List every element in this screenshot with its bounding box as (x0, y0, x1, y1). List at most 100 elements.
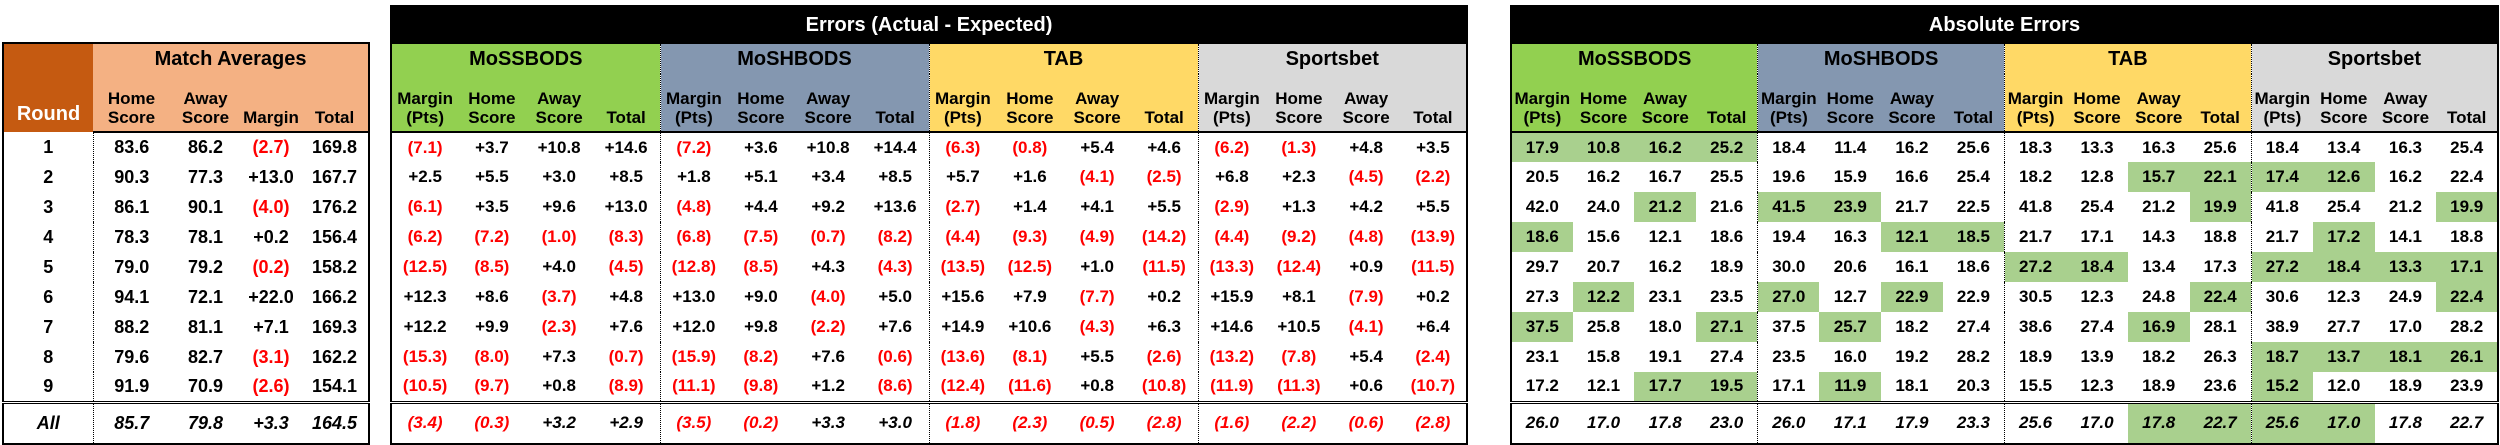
value-cell: 42.0 (1525, 197, 1559, 216)
value-cell: 23.9 (1819, 192, 1882, 222)
value-cell: 20.5 (1525, 167, 1559, 186)
value-cell: 22.4 (2189, 282, 2252, 312)
value-cell: +10.6 (1008, 317, 1052, 336)
value-cell: 17.0 (2388, 317, 2423, 336)
column-header: Margin (Pts) (1197, 74, 1266, 133)
value-cell: +14.9 (928, 312, 997, 342)
value-cell: 169.3 (312, 316, 358, 337)
absolute-errors-section: Absolute Errors MoSSBODS MoSHBODS TAB Sports… (1510, 5, 2499, 445)
value-cell: 15.8 (1586, 347, 1621, 366)
value-cell: 16.3 (2388, 137, 2423, 157)
value-cell: 12.2 (1572, 282, 1635, 312)
value-cell: (8.5) (743, 257, 779, 276)
table-row: 5 79.0 79.2 (0.2) 158.2 (3, 252, 369, 282)
value-cell: 19.5 (1696, 372, 1758, 402)
value-cell: 23.0 (1696, 400, 1758, 444)
value-cell: (4.8) (659, 192, 728, 222)
value-cell: +0.2 (1416, 287, 1450, 306)
column-header: Total (2189, 74, 2252, 133)
value-cell: (11.6) (1008, 376, 1052, 396)
table-row: 18.6 15.6 12.1 18.6 19.4 16.3 12.1 18.5 21.7 17.1… (1511, 222, 2498, 252)
value-cell: (8.2) (743, 347, 779, 366)
column-header: Home Score (1265, 74, 1333, 133)
value-cell: +0.6 (1349, 376, 1383, 396)
value-cell: 26.1 (2436, 342, 2498, 372)
value-cell: (0.8) (1012, 137, 1048, 157)
value-cell: +15.6 (928, 282, 997, 312)
value-cell: 13.3 (2080, 137, 2114, 157)
value-cell: 17.8 (2374, 400, 2437, 444)
value-cell: +3.3 (794, 400, 862, 444)
value-cell: 17.2 (1525, 376, 1559, 396)
value-cell: 18.5 (1942, 222, 2005, 252)
value-cell: +12.0 (659, 312, 728, 342)
value-cell: 16.3 (2142, 137, 2176, 157)
value-cell: 164.5 (301, 400, 370, 444)
table-row: 2 90.3 77.3 +13.0 167.7 (3, 162, 369, 192)
value-cell: 18.9 (2142, 376, 2176, 396)
value-cell: (8.3) (608, 227, 644, 246)
value-cell: 14.3 (2142, 227, 2176, 246)
group-header-mossbods: MoSSBODS (1511, 43, 1758, 74)
value-cell: 23.3 (1942, 400, 2005, 444)
round-cell: 8 (3, 342, 94, 372)
all-row: 26.0 17.0 17.8 23.0 26.0 17.1 17.9 23.3 25.6 17.0… (1511, 400, 2498, 444)
value-cell: 25.5 (1710, 167, 1744, 186)
value-cell: 156.4 (312, 226, 358, 247)
round-cell: 1 (3, 132, 94, 162)
value-cell: 154.1 (312, 375, 358, 396)
value-cell: 12.1 (1881, 222, 1943, 252)
table-row: 9 91.9 70.9 (2.6) 154.1 (3, 372, 369, 402)
value-cell: 25.4 (2450, 137, 2484, 157)
value-cell: +8.6 (475, 287, 509, 306)
value-cell: 176.2 (312, 196, 358, 217)
match-averages-table: Round Match Averages Home Score Away Score Mar… (2, 42, 371, 445)
value-cell: +7.9 (1013, 287, 1047, 306)
value-cell: 41.8 (2250, 192, 2313, 222)
column-header: Away Score (1881, 74, 1943, 133)
column-header: Total (301, 74, 370, 133)
value-cell: (6.2) (1197, 132, 1266, 162)
table-row: 4 78.3 78.1 +0.2 156.4 (3, 222, 369, 252)
value-cell: +1.3 (1282, 197, 1316, 216)
column-header: Margin (Pts) (928, 74, 997, 133)
value-cell: 19.2 (1895, 347, 1929, 366)
value-cell: (2.6) (252, 375, 290, 396)
value-cell: 12.3 (2080, 376, 2114, 396)
value-cell: 14.1 (2388, 227, 2423, 246)
value-cell: (8.9) (608, 376, 644, 396)
value-cell: (8.6) (877, 376, 913, 396)
value-cell: 30.0 (1757, 252, 1820, 282)
value-cell: +1.8 (659, 162, 728, 192)
value-cell: 13.9 (2080, 347, 2114, 366)
value-cell: 37.5 (1511, 312, 1573, 342)
value-cell: (2.6) (1146, 347, 1182, 366)
value-cell: +5.5 (1416, 197, 1450, 216)
table-row: (10.5) (9.7) +0.8 (8.9) (11.1) (9.8) +1.2 (8.6)… (391, 372, 1467, 402)
table-row: 17.2 12.1 17.7 19.5 17.1 11.9 18.1 20.3 15.5 12.3… (1511, 372, 2498, 402)
value-cell: +6.4 (1416, 317, 1450, 336)
value-cell: 16.2 (2388, 167, 2423, 186)
value-cell: +2.5 (408, 167, 442, 186)
column-header: Margin (Pts) (659, 74, 728, 133)
value-cell: +7.6 (878, 317, 912, 336)
column-header: Margin (241, 74, 301, 133)
value-cell: 79.6 (114, 346, 150, 367)
value-cell: 18.2 (2004, 162, 2067, 192)
value-cell: (2.8) (1399, 400, 1467, 444)
value-cell: +14.4 (873, 137, 917, 157)
value-cell: 82.7 (187, 346, 224, 367)
value-cell: 18.8 (2203, 227, 2237, 246)
value-cell: 23.6 (2203, 376, 2237, 396)
value-cell: 79.2 (187, 256, 224, 277)
value-cell: 17.0 (2312, 400, 2375, 444)
value-cell: (12.4) (1276, 257, 1322, 276)
value-cell: (4.9) (1079, 227, 1115, 246)
value-cell: 15.7 (2127, 162, 2190, 192)
round-cell: 3 (3, 192, 94, 222)
value-cell: (0.7) (810, 227, 846, 246)
table-row: +12.2 +9.9 (2.3) +7.6 +12.0 +9.8 (2.2) +7.6 +14.… (391, 312, 1467, 342)
group-header-sportsbet: Sportsbet (1197, 43, 1467, 74)
value-cell: 20.6 (1833, 257, 1867, 276)
